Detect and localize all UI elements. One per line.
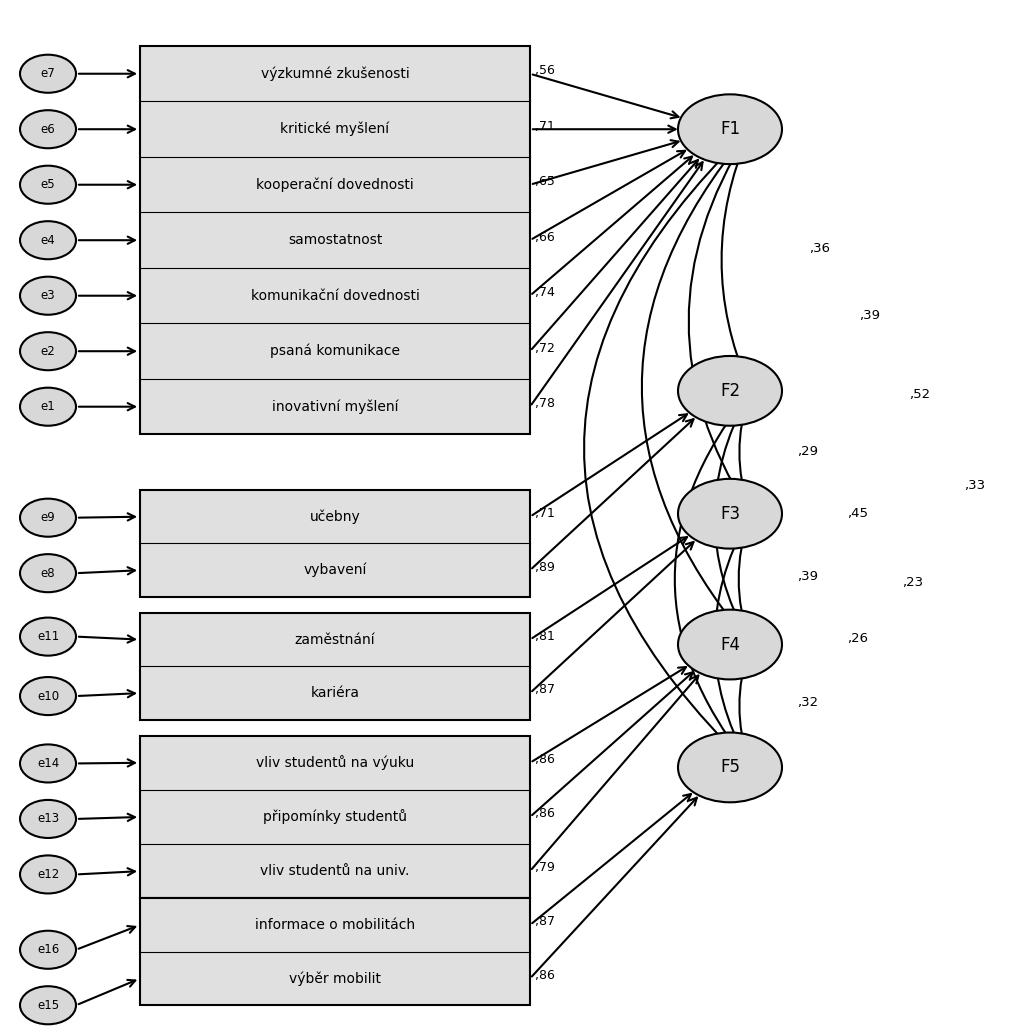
Text: ,36: ,36 <box>810 242 830 255</box>
Text: ,32: ,32 <box>798 696 818 709</box>
Text: ,33: ,33 <box>965 479 985 493</box>
Ellipse shape <box>678 732 782 803</box>
Bar <box>140 490 530 597</box>
Text: kariéra: kariéra <box>310 686 359 700</box>
Text: e4: e4 <box>41 233 55 247</box>
Text: výzkumné zkušenosti: výzkumné zkušenosti <box>261 66 410 81</box>
Text: ,78: ,78 <box>535 397 555 410</box>
Text: ,39: ,39 <box>798 570 818 583</box>
Ellipse shape <box>20 277 76 315</box>
Text: ,81: ,81 <box>535 630 555 643</box>
Text: ,71: ,71 <box>535 120 555 132</box>
Text: F3: F3 <box>720 505 740 523</box>
Text: ,65: ,65 <box>535 175 555 188</box>
Text: ,86: ,86 <box>535 808 555 820</box>
Ellipse shape <box>20 111 76 149</box>
Ellipse shape <box>678 609 782 680</box>
Ellipse shape <box>20 333 76 370</box>
Text: ,29: ,29 <box>798 445 818 459</box>
Text: ,52: ,52 <box>909 388 931 401</box>
Text: ,26: ,26 <box>848 632 868 645</box>
Ellipse shape <box>20 221 76 259</box>
Text: ,87: ,87 <box>535 684 555 696</box>
Text: ,39: ,39 <box>859 309 881 322</box>
Text: ,74: ,74 <box>535 286 555 299</box>
Text: e9: e9 <box>41 511 55 524</box>
Text: F4: F4 <box>720 635 740 654</box>
Text: F2: F2 <box>720 382 740 400</box>
Text: e6: e6 <box>41 123 55 135</box>
Text: ,89: ,89 <box>535 561 555 573</box>
Text: psaná komunikace: psaná komunikace <box>270 344 400 358</box>
Text: ,56: ,56 <box>535 64 555 77</box>
Text: ,71: ,71 <box>535 507 555 520</box>
Text: inovativní myšlení: inovativní myšlení <box>271 400 398 414</box>
Bar <box>140 899 530 1005</box>
Bar <box>140 735 530 899</box>
Text: F1: F1 <box>720 120 740 138</box>
Bar <box>140 46 530 435</box>
Text: kritické myšlení: kritické myšlení <box>281 122 389 136</box>
Text: e3: e3 <box>41 289 55 303</box>
Ellipse shape <box>678 356 782 426</box>
Ellipse shape <box>20 745 76 782</box>
Ellipse shape <box>678 479 782 549</box>
Text: komunikační dovednosti: komunikační dovednosti <box>251 288 420 303</box>
Ellipse shape <box>20 55 76 93</box>
Ellipse shape <box>20 499 76 537</box>
Text: e15: e15 <box>37 999 59 1011</box>
Ellipse shape <box>20 165 76 204</box>
Ellipse shape <box>20 677 76 715</box>
Text: informace o mobilitách: informace o mobilitách <box>255 918 415 932</box>
Text: e12: e12 <box>37 868 59 881</box>
Text: ,66: ,66 <box>535 230 555 244</box>
Ellipse shape <box>20 931 76 969</box>
Text: e13: e13 <box>37 812 59 825</box>
Text: připomínky studentů: připomínky studentů <box>263 810 407 824</box>
Text: e11: e11 <box>37 630 59 644</box>
Text: vliv studentů na výuku: vliv studentů na výuku <box>256 755 414 771</box>
Text: ,79: ,79 <box>535 862 555 875</box>
Text: ,23: ,23 <box>902 576 924 589</box>
Ellipse shape <box>20 387 76 426</box>
Text: e1: e1 <box>41 400 55 413</box>
Bar <box>140 613 530 720</box>
Text: F5: F5 <box>720 758 740 777</box>
Text: zaměstnání: zaměstnání <box>295 632 376 647</box>
Text: učebny: učebny <box>309 509 360 524</box>
Text: e8: e8 <box>41 567 55 580</box>
Ellipse shape <box>20 554 76 592</box>
Text: ,45: ,45 <box>848 507 868 521</box>
Text: e5: e5 <box>41 179 55 191</box>
Ellipse shape <box>20 987 76 1025</box>
Text: ,86: ,86 <box>535 969 555 981</box>
Ellipse shape <box>20 618 76 656</box>
Text: e14: e14 <box>37 757 59 770</box>
Text: ,87: ,87 <box>535 915 555 929</box>
Text: samostatnost: samostatnost <box>288 233 382 247</box>
Text: ,86: ,86 <box>535 753 555 766</box>
Ellipse shape <box>20 855 76 894</box>
Ellipse shape <box>678 94 782 164</box>
Ellipse shape <box>20 800 76 838</box>
Text: výběr mobilit: výběr mobilit <box>289 971 381 985</box>
Text: ,72: ,72 <box>535 342 555 354</box>
Text: e16: e16 <box>37 943 59 957</box>
Text: vliv studentů na univ.: vliv studentů na univ. <box>260 865 410 878</box>
Text: vybavení: vybavení <box>303 563 367 577</box>
Text: kooperační dovednosti: kooperační dovednosti <box>256 178 414 192</box>
Text: e2: e2 <box>41 345 55 357</box>
Text: e7: e7 <box>41 67 55 81</box>
Text: e10: e10 <box>37 690 59 702</box>
